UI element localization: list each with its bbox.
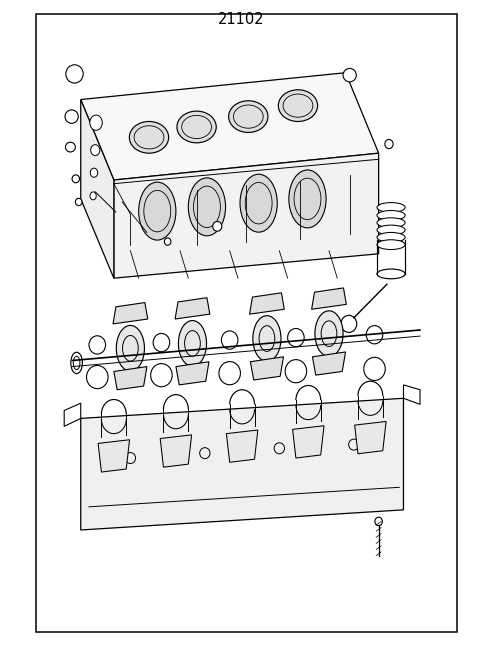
- Polygon shape: [81, 73, 379, 180]
- Polygon shape: [160, 435, 192, 467]
- Ellipse shape: [385, 139, 393, 148]
- Polygon shape: [312, 288, 347, 309]
- Ellipse shape: [289, 170, 326, 228]
- Polygon shape: [355, 421, 386, 454]
- Text: 21102: 21102: [217, 12, 264, 27]
- Ellipse shape: [377, 218, 405, 227]
- Polygon shape: [176, 362, 209, 385]
- Ellipse shape: [377, 269, 405, 279]
- Ellipse shape: [375, 517, 383, 526]
- Ellipse shape: [188, 178, 226, 236]
- Polygon shape: [81, 99, 114, 278]
- Polygon shape: [113, 303, 148, 324]
- Ellipse shape: [315, 311, 343, 357]
- Ellipse shape: [90, 168, 98, 177]
- Polygon shape: [312, 352, 346, 375]
- Ellipse shape: [228, 101, 268, 133]
- Ellipse shape: [253, 315, 281, 361]
- Ellipse shape: [213, 221, 222, 231]
- Ellipse shape: [278, 90, 318, 122]
- Ellipse shape: [377, 210, 405, 220]
- Ellipse shape: [129, 122, 168, 153]
- Ellipse shape: [377, 240, 405, 250]
- Polygon shape: [98, 440, 130, 472]
- Polygon shape: [175, 298, 210, 319]
- Ellipse shape: [240, 174, 277, 232]
- Ellipse shape: [65, 142, 75, 152]
- Ellipse shape: [343, 68, 356, 82]
- Ellipse shape: [177, 111, 216, 143]
- Ellipse shape: [377, 225, 405, 235]
- Ellipse shape: [377, 202, 405, 212]
- Polygon shape: [293, 426, 324, 458]
- Polygon shape: [227, 430, 258, 463]
- Polygon shape: [250, 293, 284, 314]
- Ellipse shape: [377, 233, 405, 242]
- Ellipse shape: [179, 321, 206, 366]
- Ellipse shape: [91, 145, 100, 156]
- Ellipse shape: [164, 238, 171, 245]
- Bar: [36, 14, 457, 632]
- Ellipse shape: [139, 182, 176, 240]
- Ellipse shape: [72, 175, 80, 183]
- Polygon shape: [81, 398, 404, 530]
- Ellipse shape: [65, 110, 78, 124]
- Ellipse shape: [75, 198, 82, 206]
- Polygon shape: [251, 357, 284, 380]
- Ellipse shape: [116, 325, 144, 371]
- Ellipse shape: [90, 192, 96, 200]
- Polygon shape: [114, 367, 147, 390]
- Polygon shape: [114, 153, 379, 278]
- Ellipse shape: [90, 115, 102, 130]
- Ellipse shape: [66, 65, 83, 83]
